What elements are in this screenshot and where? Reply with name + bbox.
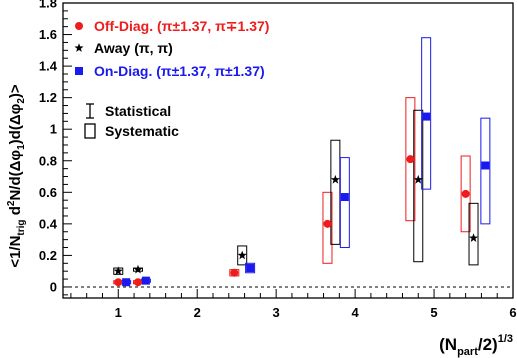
y-tick-label: 1.2 xyxy=(39,90,57,105)
systematic-box-s2-p3 xyxy=(339,157,350,249)
point-s2-p1 xyxy=(141,276,150,285)
error-legend-label-0: Statistical xyxy=(105,103,171,119)
point-s2-p3 xyxy=(340,193,349,202)
x-tick-label: 6 xyxy=(509,305,516,320)
systematic-box-s2-p4 xyxy=(421,37,432,190)
y-axis-label-c: N/d(Δφ xyxy=(7,150,24,201)
y-axis-label-d-sub: 2 xyxy=(16,98,27,104)
point-s1-p2 xyxy=(237,250,247,260)
systematic-box-s1-p4 xyxy=(413,109,424,263)
systematic-box-s0-p4 xyxy=(405,97,416,222)
legend-label-name-2: On-Diag. xyxy=(94,63,156,79)
point-s0-p4 xyxy=(406,155,415,164)
x-axis-label: (Npart/2)1/3 xyxy=(439,333,513,358)
x-tick-label: 3 xyxy=(273,305,280,320)
legend-label-math-1: (π, π) xyxy=(134,40,173,56)
y-tick-label: 1.6 xyxy=(39,27,57,42)
error-legend-label-1: Systematic xyxy=(105,123,179,139)
legend-marker-1 xyxy=(74,43,84,52)
legend-marker-2 xyxy=(75,67,83,75)
x-tick-label: 4 xyxy=(351,305,359,320)
x-axis-label-main: (N xyxy=(439,335,457,354)
point-s2-p5 xyxy=(481,161,490,170)
point-s2-p4 xyxy=(422,112,431,121)
y-tick-label: 0 xyxy=(50,279,57,294)
systematic-box-s0-p5 xyxy=(460,155,471,233)
y-tick-label: 0.8 xyxy=(39,153,57,168)
point-s1-p1 xyxy=(133,264,143,274)
y-tick-label: 1 xyxy=(50,122,57,137)
point-s2-p0 xyxy=(122,278,131,287)
legend-label-2: On-Diag. (π±1.37, π±1.37) xyxy=(94,63,265,79)
y-axis-label-b: d xyxy=(7,206,24,219)
point-s1-p4 xyxy=(413,174,423,184)
x-tick-label: 5 xyxy=(430,305,437,320)
systematic-box-s2-p2 xyxy=(245,262,256,274)
x-axis-label-sup: 1/3 xyxy=(498,333,513,345)
y-axis-label-e: )> xyxy=(7,84,24,98)
systematic-box-s0-p3 xyxy=(322,191,333,264)
error-legend: Statistical Systematic xyxy=(84,103,179,139)
y-axis-label-b-sup: 2 xyxy=(6,200,17,206)
y-axis-label-a: <1/N xyxy=(7,236,24,268)
plot-frame xyxy=(62,2,514,299)
legend-label-math-2: (π±1.37, π±1.37) xyxy=(156,63,264,79)
legend-label-name-0: Off-Diag. xyxy=(94,18,157,34)
y-ticks: 0 0.2 0.4 0.6 0.8 1 1.2 1.4 1.6 1.8 xyxy=(39,0,72,296)
point-s0-p5 xyxy=(461,189,470,198)
point-s0-p0 xyxy=(114,278,123,287)
x-tick-label: 2 xyxy=(194,305,201,320)
point-s0-p2 xyxy=(230,268,239,277)
point-s0-p1 xyxy=(134,278,142,287)
systematic-box-s1-p2 xyxy=(237,245,248,266)
point-s1-p0 xyxy=(113,266,123,276)
legend: Off-Diag. (π±1.37, π∓1.37) Away (π, π) On-… xyxy=(74,18,269,79)
y-tick-label: 0.6 xyxy=(39,185,57,200)
y-tick-label: 1.4 xyxy=(39,59,58,74)
x-axis-label-sub: part xyxy=(457,346,478,358)
legend-label-name-1: Away xyxy=(94,40,134,56)
legend-marker-0 xyxy=(75,22,83,30)
sys-glyph-box xyxy=(84,123,96,139)
point-s1-p3 xyxy=(330,174,340,184)
y-tick-label: 0.4 xyxy=(39,216,58,231)
y-axis-label-d: )d(Δφ xyxy=(7,103,24,144)
legend-label-math-0: (π±1.37, π∓1.37) xyxy=(157,18,269,34)
x-tick-label: 1 xyxy=(115,305,122,320)
point-s2-p2 xyxy=(246,264,255,273)
y-tick-label: 1.8 xyxy=(39,0,57,11)
legend-label-1: Away (π, π) xyxy=(94,40,173,56)
systematic-box-s2-p5 xyxy=(480,117,491,225)
x-ticks: 1 2 3 4 5 6 xyxy=(70,289,517,320)
y-axis-label: <1/Ntrig d2N/d(Δφ1)d(Δφ2)> xyxy=(6,84,27,268)
x-axis-label-tail: /2) xyxy=(478,335,498,354)
legend-label-0: Off-Diag. (π±1.37, π∓1.37) xyxy=(94,18,269,34)
y-axis-label-a-sub: trig xyxy=(16,219,27,235)
point-s1-p5 xyxy=(468,233,479,242)
systematic-box-s1-p5 xyxy=(468,202,479,266)
y-tick-label: 0.2 xyxy=(39,248,57,263)
y-axis-label-c-sub: 1 xyxy=(16,144,27,150)
plot-area: 1 2 3 4 5 6 0 0.2 0.4 0.6 0.8 1 1.2 1.4 1.6 1.8 xyxy=(39,0,517,320)
point-s0-p3 xyxy=(323,219,332,228)
data-markers xyxy=(113,112,490,287)
